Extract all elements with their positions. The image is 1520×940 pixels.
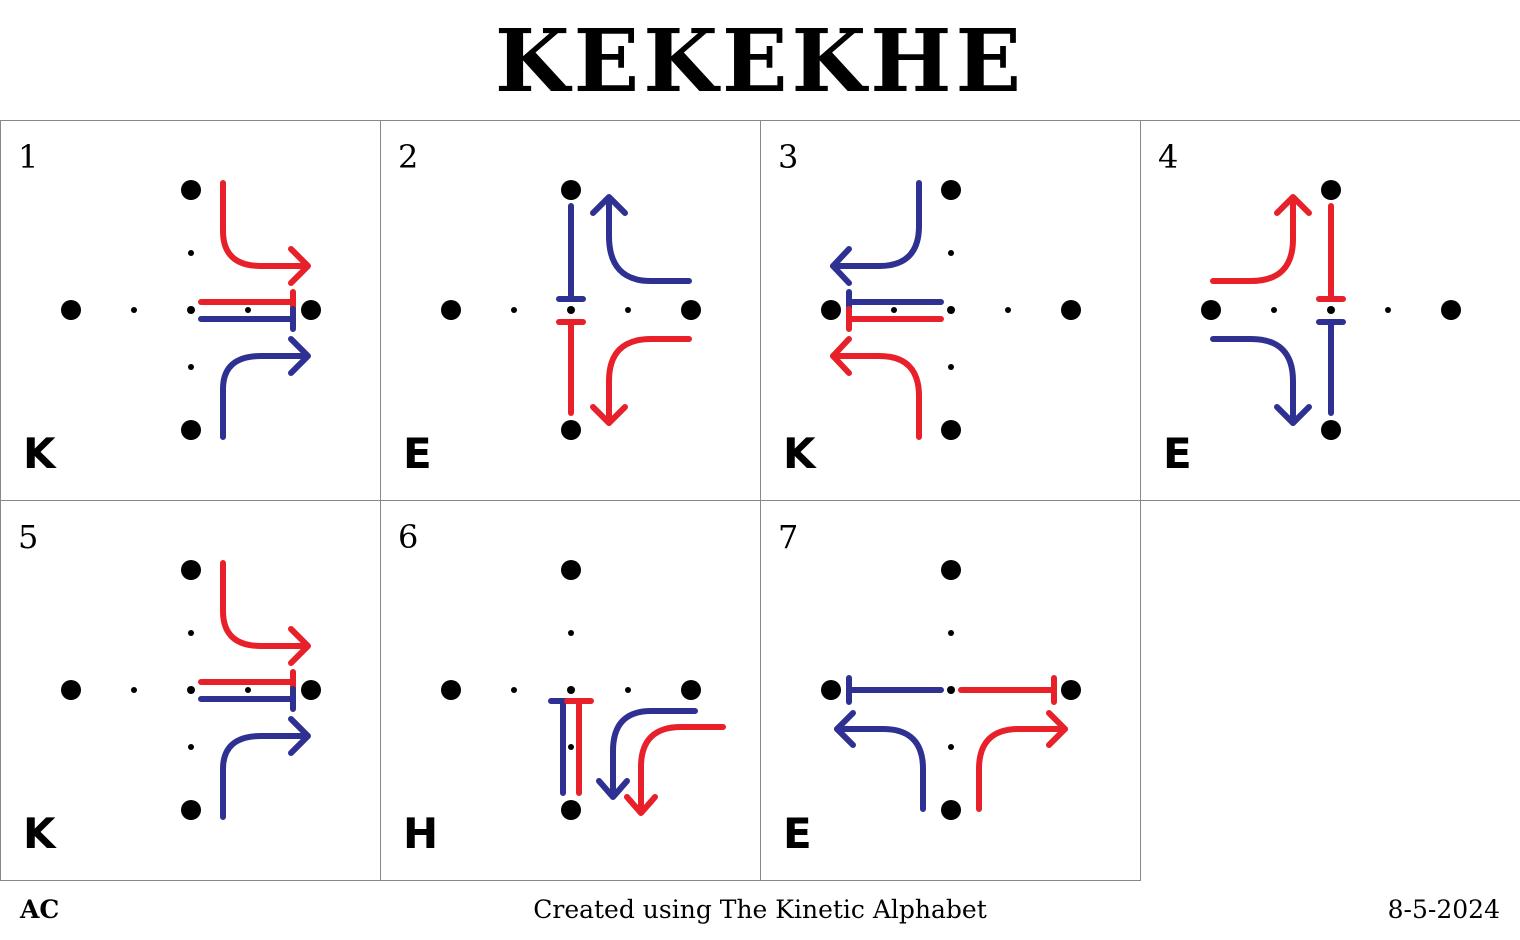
panel-3: 3 K [760,120,1141,501]
panel-6: 6 H [380,500,761,881]
diagram-1 [61,180,321,440]
footer-date: 8-5-2024 [1387,895,1500,924]
panel-4: 4 E [1140,120,1520,501]
panel-letter: K [23,809,56,858]
panel-number: 5 [18,518,39,556]
diagram-2 [441,180,701,440]
diagram-4 [1201,180,1461,440]
footer-credit: Created using The Kinetic Alphabet [533,895,987,924]
panel-number: 4 [1158,138,1179,176]
panel-7: 7 E [760,500,1141,881]
panel-number: 7 [778,518,799,556]
page-title: KEKEKHE [494,11,1026,112]
panel-2: 2 E [380,120,761,501]
panel-number: 6 [398,518,419,556]
panel-1: 1 K [0,120,381,501]
panel-letter: E [1163,429,1192,478]
panel-letter: K [783,429,816,478]
panel-number: 2 [398,138,419,176]
panel-number: 1 [18,138,39,176]
diagram-5 [61,560,321,820]
footer-author: AC [20,895,60,924]
panel-letter: K [23,429,56,478]
panel-letter: H [403,809,439,858]
diagram-7 [821,560,1081,820]
panel-number: 3 [778,138,799,176]
panel-letter: E [783,809,812,858]
panel-5: 5 K [0,500,381,881]
panel-letter: E [403,429,432,478]
diagram-6 [441,560,726,820]
diagram-3 [821,180,1081,440]
